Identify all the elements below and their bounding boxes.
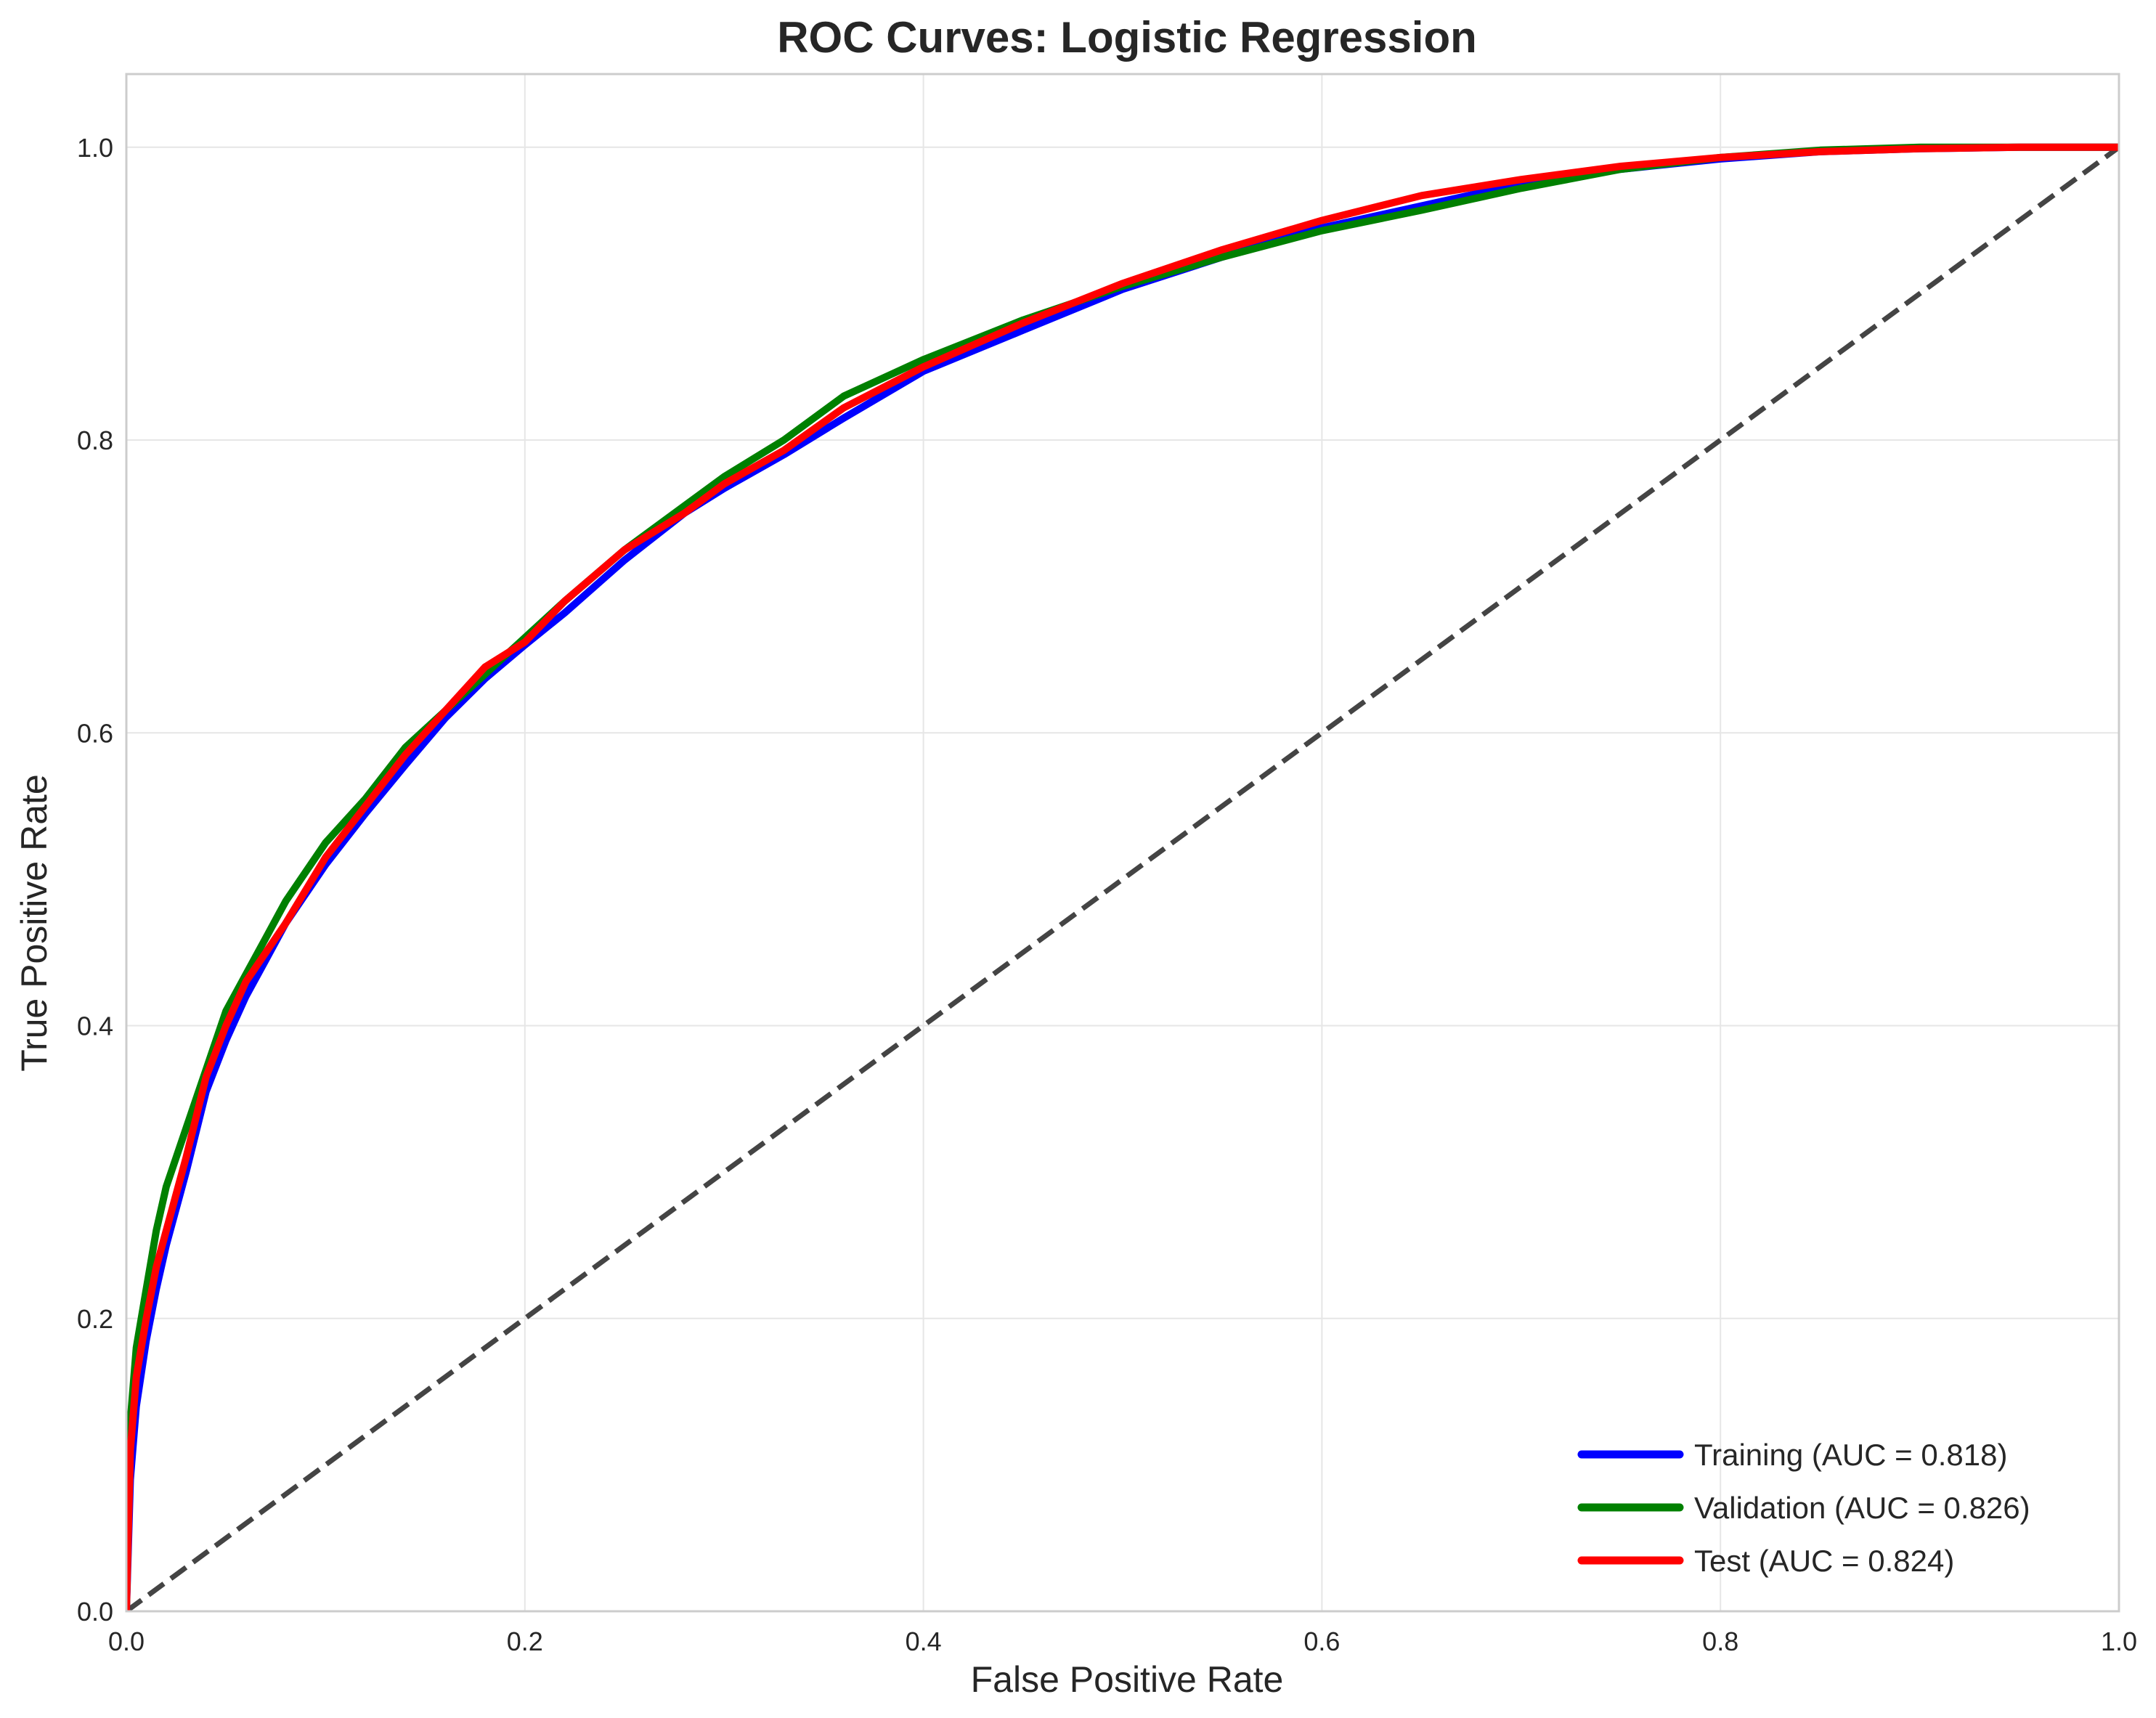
x-tick-label: 0.0 — [108, 1627, 145, 1656]
y-tick-label: 0.6 — [77, 718, 113, 748]
x-tick-label: 0.2 — [507, 1627, 543, 1656]
plot-area: 0.0 0.2 0.4 0.6 0.8 1.0 0.0 0.2 0.4 0.6 0.8 1.0 — [77, 73, 2137, 1656]
legend: Training (AUC = 0.818) Validation (AUC = … — [1577, 1438, 2030, 1578]
x-axis-label: False Positive Rate — [971, 1659, 1284, 1700]
y-tick-label: 1.0 — [77, 133, 113, 163]
series-line-training — [126, 143, 2119, 1611]
series-line-test — [126, 143, 2119, 1611]
legend-label: Test (AUC = 0.824) — [1694, 1544, 1954, 1578]
y-tick-label: 0.0 — [77, 1597, 113, 1627]
axes-frame — [125, 73, 2120, 1613]
legend-label: Training (AUC = 0.818) — [1694, 1438, 2007, 1472]
x-tick-label: 0.6 — [1303, 1627, 1340, 1656]
legend-label: Validation (AUC = 0.826) — [1694, 1491, 2030, 1525]
y-axis-label: True Positive Rate — [14, 774, 54, 1071]
y-tick-label: 0.8 — [77, 426, 113, 455]
chart-title: ROC Curves: Logistic Regression — [777, 13, 1477, 62]
series-group — [126, 143, 2119, 1611]
x-tick-label: 0.8 — [1702, 1627, 1738, 1656]
x-tick-label: 1.0 — [2101, 1627, 2137, 1656]
y-tick-label: 0.4 — [77, 1011, 113, 1041]
diagonal-reference-line — [126, 144, 2119, 1611]
y-tick-label: 0.2 — [77, 1304, 113, 1334]
x-tick-label: 0.4 — [906, 1627, 942, 1656]
